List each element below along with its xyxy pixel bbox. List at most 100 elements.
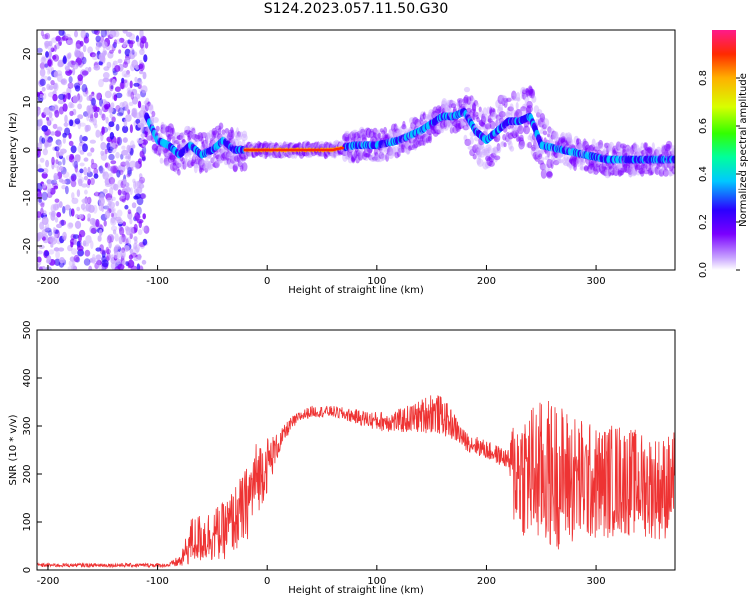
ridge-halo	[394, 151, 400, 159]
ridge-halo	[572, 155, 576, 164]
noise-blob	[138, 110, 145, 118]
noise-blob	[47, 179, 55, 185]
ridge-halo	[220, 152, 225, 162]
noise-blob	[63, 122, 69, 127]
ridge-halo	[368, 131, 375, 139]
ridge-halo	[651, 162, 656, 172]
ridge-halo	[596, 165, 601, 173]
ridge-halo	[533, 140, 537, 149]
noise-blob	[53, 44, 57, 52]
noise-blob	[110, 225, 118, 232]
ridge-halo	[436, 129, 442, 135]
noise-blob	[114, 65, 121, 72]
noise-blob	[40, 56, 47, 65]
ridge-halo	[358, 153, 362, 159]
ridge-halo	[607, 145, 612, 151]
ridge-halo	[151, 144, 159, 151]
ridge-halo	[206, 161, 211, 171]
ridge-halo	[591, 138, 596, 148]
noise-blob	[47, 44, 54, 51]
noise-blob	[137, 100, 142, 109]
ridge-halo	[496, 116, 502, 126]
ridge-halo	[450, 103, 457, 109]
ridge-halo	[392, 126, 397, 136]
ridge-halo	[224, 148, 231, 158]
noise-blob	[41, 92, 47, 100]
noise-blob	[40, 202, 45, 208]
noise-blob	[58, 247, 65, 252]
ridge-halo	[400, 143, 406, 153]
noise-blob	[119, 81, 126, 90]
ridge-halo	[589, 162, 597, 170]
ridge-halo	[398, 146, 403, 154]
ridge-halo	[478, 106, 482, 113]
ridge-halo	[576, 143, 584, 152]
ridge-halo	[415, 140, 422, 147]
noise-blob	[129, 80, 133, 89]
ridge-halo	[219, 150, 225, 158]
ridge-halo	[503, 98, 509, 103]
ridge-halo	[408, 138, 414, 144]
ridge-halo	[145, 102, 150, 112]
ridge-halo	[536, 145, 540, 156]
ridge-halo	[507, 132, 514, 140]
noise-blob	[38, 267, 43, 270]
ridge-halo	[560, 137, 568, 144]
colorbar-tick-label: 0.0	[698, 262, 709, 278]
ridge-halo	[604, 171, 612, 176]
ridge-halo	[356, 132, 363, 142]
ridge-halo	[186, 160, 194, 169]
noise-blob	[53, 175, 59, 181]
ridge-halo	[481, 148, 488, 156]
ridge-halo	[638, 167, 645, 175]
noise-blob	[102, 50, 106, 58]
noise-blob	[64, 114, 68, 124]
ridge-halo	[343, 132, 350, 142]
ridge-halo	[649, 162, 654, 169]
ridge-halo	[662, 168, 670, 177]
ridge-halo	[461, 119, 466, 126]
ridge-halo	[617, 167, 624, 176]
ridge-halo	[422, 133, 429, 143]
noise-blob	[130, 91, 135, 100]
ridge-halo	[529, 132, 534, 139]
ridge-halo	[671, 147, 675, 158]
noise-blob	[44, 141, 49, 149]
noise-blob	[117, 179, 124, 189]
ridge-halo	[478, 119, 486, 126]
noise-blob	[56, 211, 62, 218]
noise-blob	[80, 30, 87, 39]
ridge-halo	[164, 125, 171, 133]
ridge-halo	[526, 104, 533, 113]
ridge-halo	[632, 165, 637, 176]
ridge-halo	[205, 132, 211, 141]
noise-blob	[136, 180, 142, 188]
noise-blob	[39, 157, 45, 163]
ridge-halo	[507, 125, 511, 130]
noise-blob	[100, 132, 104, 142]
ridge-halo	[164, 161, 171, 167]
noise-blob	[70, 179, 77, 188]
noise-blob	[38, 118, 43, 127]
ridge-halo	[562, 156, 567, 165]
ridge-halo	[446, 121, 451, 127]
ridge-halo	[643, 147, 649, 158]
ridge-halo	[222, 149, 227, 158]
ridge-halo	[484, 124, 491, 129]
ridge-halo	[371, 152, 377, 159]
noise-blob	[48, 249, 55, 255]
noise-blob	[139, 193, 146, 199]
ridge-halo	[230, 129, 235, 140]
noise-blob	[54, 258, 61, 266]
noise-blob	[81, 84, 88, 93]
noise-blob	[110, 165, 117, 174]
ridge-halo	[590, 160, 595, 169]
noise-blob	[104, 162, 108, 168]
ridge-halo	[363, 149, 370, 158]
noise-blob	[106, 235, 112, 244]
ridge-halo	[168, 154, 175, 160]
ridge-halo	[225, 151, 232, 158]
ridge-halo	[417, 140, 425, 146]
ridge-halo	[666, 143, 671, 149]
